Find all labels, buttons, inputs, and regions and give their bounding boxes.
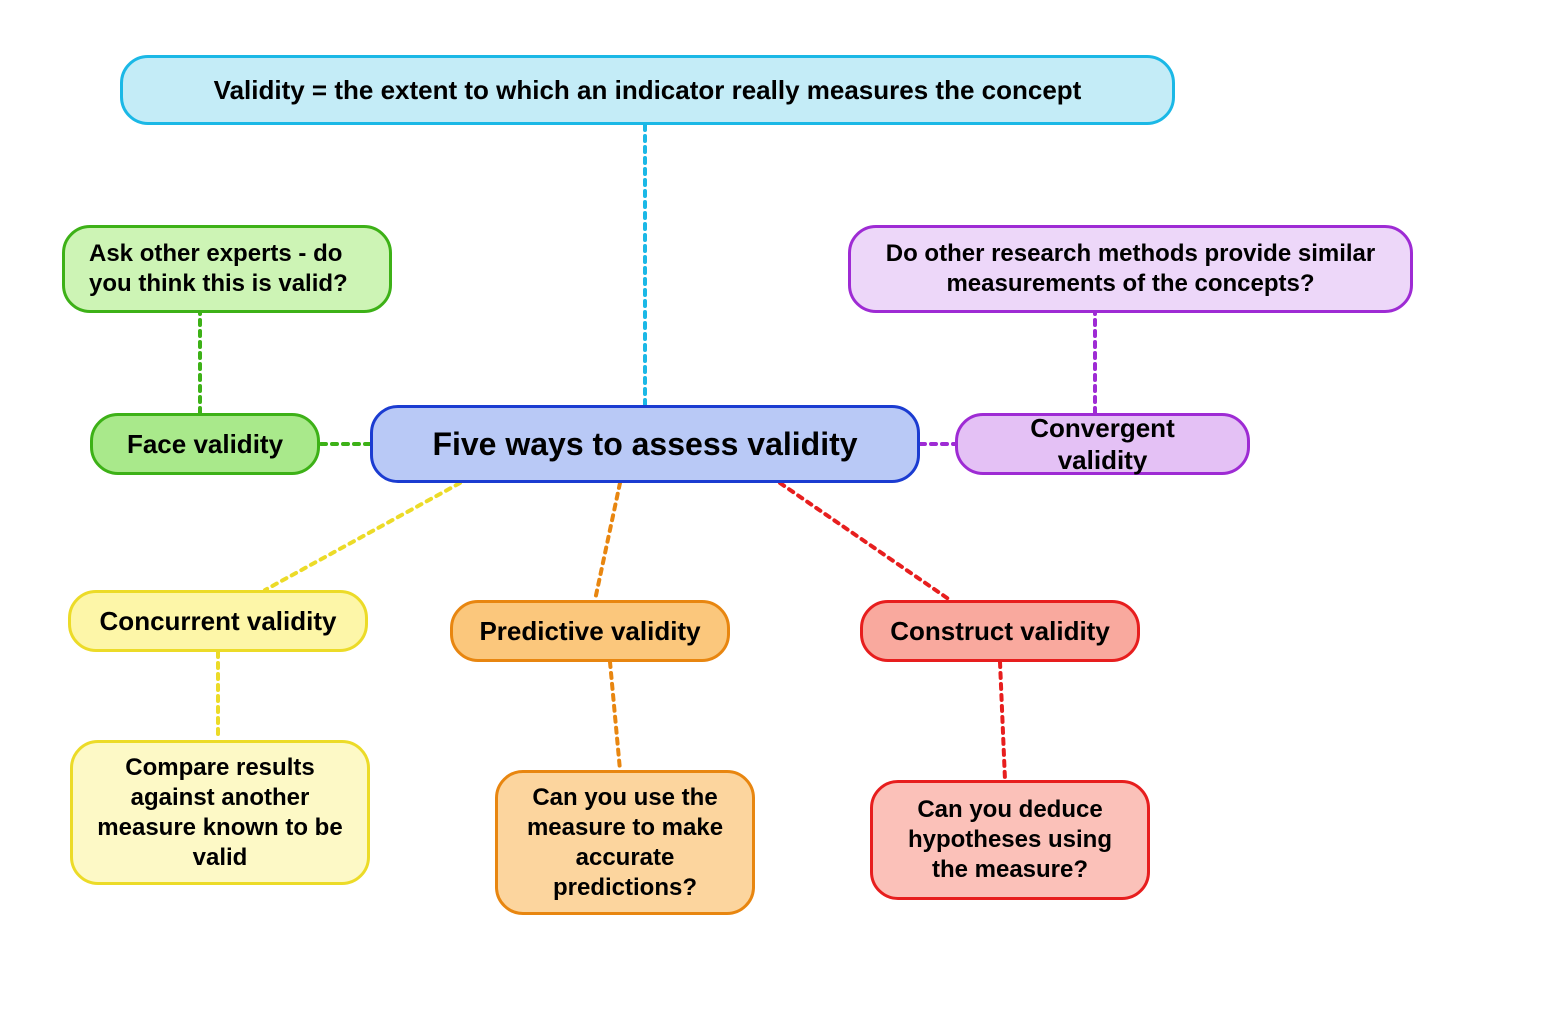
node-construct_desc: Can you deduce hypotheses using the meas… [870,780,1150,900]
mindmap-canvas: Five ways to assess validity Validity = t… [0,0,1562,1013]
node-label: Face validity [127,428,283,461]
edge [265,483,460,590]
node-label: Can you use the measure to make accurate… [522,783,728,903]
edge [595,483,620,600]
node-label: Ask other experts - do you think this is… [89,239,365,299]
node-concurrent_desc: Compare results against another measure … [70,740,370,885]
node-label: Concurrent validity [100,605,337,638]
edge [610,662,620,770]
node-face: Face validity [90,413,320,475]
node-label: Can you deduce hypotheses using the meas… [897,795,1123,885]
node-concurrent: Concurrent validity [68,590,368,652]
node-label: Do other research methods provide simila… [875,239,1386,299]
node-convergent_desc: Do other research methods provide simila… [848,225,1413,313]
node-label: Compare results against another measure … [97,753,343,873]
node-convergent: Convergent validity [955,413,1250,475]
node-face_desc: Ask other experts - do you think this is… [62,225,392,313]
node-label: Convergent validity [982,412,1223,477]
node-definition: Validity = the extent to which an indica… [120,55,1175,125]
node-predictive_desc: Can you use the measure to make accurate… [495,770,755,915]
node-construct: Construct validity [860,600,1140,662]
node-label: Construct validity [890,615,1110,648]
edge [1000,662,1005,780]
node-label: Five ways to assess validity [432,424,857,464]
node-label: Predictive validity [479,615,700,648]
node-predictive: Predictive validity [450,600,730,662]
edge [780,483,950,600]
node-central: Five ways to assess validity [370,405,920,483]
node-label: Validity = the extent to which an indica… [214,74,1082,107]
